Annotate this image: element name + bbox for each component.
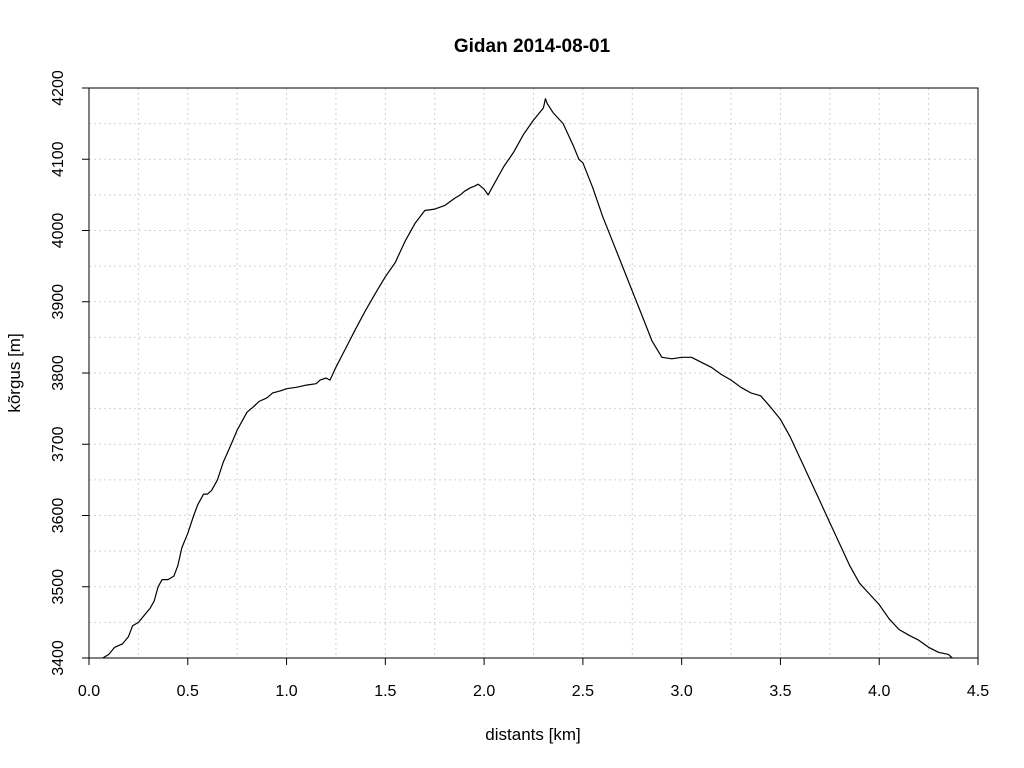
plot-area [88, 87, 979, 659]
axis-ticks [82, 87, 979, 665]
x-tick-labels: 0.0 0.5 1.0 1.5 2.0 2.5 3.0 3.5 4.0 4.5 [78, 683, 989, 700]
elevation-line [102, 98, 953, 659]
x-tick-label: 1.0 [275, 683, 297, 700]
y-tick-label: 3900 [50, 284, 67, 320]
y-tick-label: 3700 [50, 426, 67, 462]
y-tick-label: 3800 [50, 355, 67, 391]
y-tick-label: 3500 [50, 569, 67, 605]
y-axis-label: kõrgus [m] [5, 333, 24, 412]
grid [88, 87, 979, 659]
x-tick-label: 2.0 [473, 683, 495, 700]
x-tick-label: 4.5 [967, 683, 989, 700]
y-tick-label: 3600 [50, 498, 67, 534]
x-tick-label: 3.5 [769, 683, 791, 700]
series-layer [102, 98, 953, 659]
x-tick-label: 0.5 [177, 683, 199, 700]
x-tick-label: 2.5 [572, 683, 594, 700]
x-tick-label: 4.0 [868, 683, 890, 700]
chart-title: Gidan 2014-08-01 [454, 36, 611, 57]
x-tick-label: 1.5 [374, 683, 396, 700]
y-tick-label: 4100 [50, 141, 67, 177]
x-tick-label: 3.0 [671, 683, 693, 700]
y-tick-label: 4000 [50, 213, 67, 249]
y-tick-labels: 3400 3500 3600 3700 3800 3900 4000 4100 4200 [50, 70, 67, 676]
x-tick-label: 0.0 [78, 683, 100, 700]
x-axis-label: distants [km] [485, 725, 580, 744]
y-tick-label: 4200 [50, 70, 67, 106]
y-tick-label: 3400 [50, 640, 67, 676]
